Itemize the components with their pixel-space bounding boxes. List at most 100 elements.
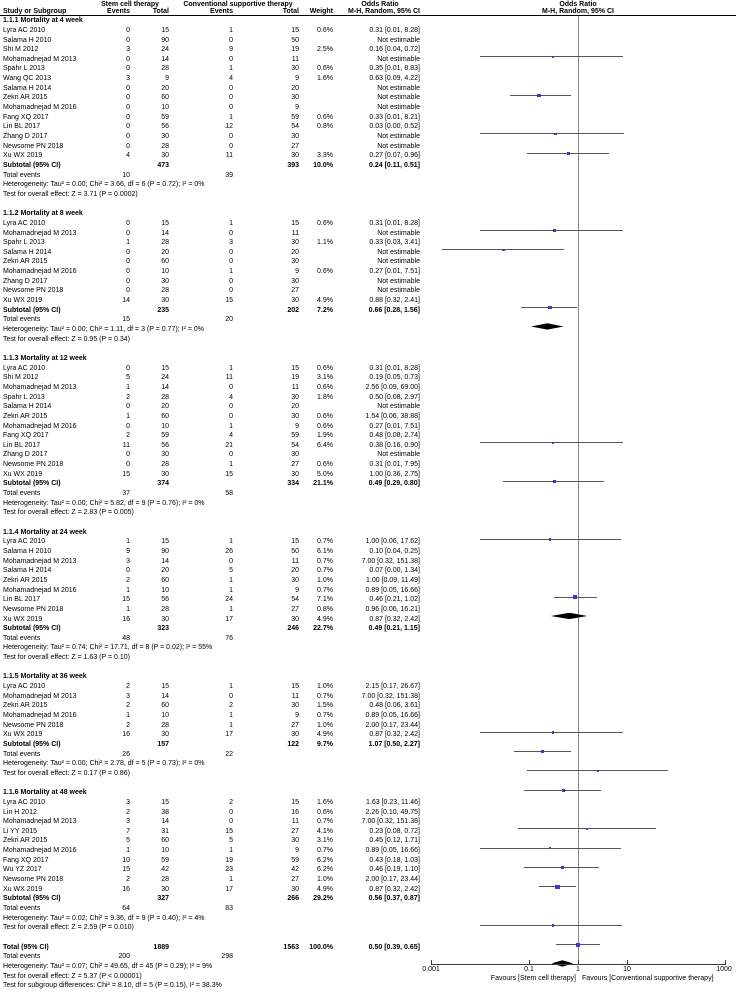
total-stem: 20 bbox=[161, 403, 169, 411]
stats-note: Test for overall effect: Z = 2.83 (P = 0… bbox=[3, 509, 134, 517]
events-control: 0 bbox=[229, 412, 233, 420]
ci-text: Not estimable bbox=[377, 248, 420, 256]
events-control: 0 bbox=[229, 808, 233, 816]
study-name: Subtotal (95% CI) bbox=[3, 306, 61, 314]
study-name: Mohamadnejad M 2016 bbox=[3, 586, 77, 594]
total-stem: 30 bbox=[161, 297, 169, 305]
ci-text: 0.66 [0.28, 1.56] bbox=[368, 306, 420, 314]
events-stem: 9 bbox=[126, 547, 130, 555]
events-control: 5 bbox=[229, 567, 233, 575]
events-row: Total events 26 22 bbox=[0, 750, 736, 760]
study-name: Xu WX 2019 bbox=[3, 615, 43, 623]
total-control: 9 bbox=[295, 268, 299, 276]
total-stem: 15 bbox=[161, 538, 169, 546]
weight: 0.7% bbox=[317, 847, 333, 855]
events-control: 1 bbox=[229, 712, 233, 719]
events-control: 1 bbox=[229, 721, 233, 729]
total-events-control: 58 bbox=[225, 490, 233, 498]
total-stem: 1889 bbox=[153, 943, 169, 951]
total-control: 30 bbox=[291, 239, 299, 247]
events-control: 17 bbox=[225, 885, 233, 893]
column-total-control: Total bbox=[282, 8, 299, 15]
study-name: Mohamadnejad M 2013 bbox=[3, 557, 77, 565]
events-stem: 0 bbox=[126, 277, 130, 285]
study-name: Subtotal (95% CI) bbox=[3, 480, 61, 488]
ci-text: 0.49 [0.21, 1.15] bbox=[368, 625, 420, 633]
study-name: Xu WX 2019 bbox=[3, 152, 43, 160]
total-control: 27 bbox=[291, 142, 299, 150]
events-stem: 0 bbox=[126, 229, 130, 237]
events-control: 9 bbox=[229, 46, 233, 54]
effect-marker bbox=[575, 942, 581, 947]
axis-tick bbox=[577, 960, 579, 964]
ci-text: Not estimable bbox=[377, 84, 420, 92]
weight: 3.1% bbox=[317, 374, 333, 382]
total-stem: 20 bbox=[161, 567, 169, 575]
ci-line bbox=[480, 924, 623, 926]
plot-column-title: Odds Ratio bbox=[559, 1, 597, 8]
heterogeneity-note: Heterogeneity: Tau² = 0.07; Chi² = 49.65… bbox=[0, 962, 736, 972]
study-row: Shi M 2012 3 24 9 19 2.5% 0.16 [0.04, 0.72] bbox=[0, 45, 736, 98]
study-row: Mohamadnejad M 2016 0 10 0 9 Not estimable bbox=[0, 103, 736, 113]
weight: 0.7% bbox=[317, 712, 333, 719]
events-stem: 3 bbox=[126, 798, 130, 806]
total-stem: 59 bbox=[161, 856, 169, 864]
subtotal-row: Subtotal (95% CI) 374 334 21.1% 0.49 [0.29, … bbox=[0, 479, 736, 967]
study-name: Salama H 2014 bbox=[3, 84, 52, 92]
study-row: Lin BL 2017 11 56 21 54 6.4% 0.38 [0.16, 0.90] bbox=[0, 441, 736, 889]
total-stem: 10 bbox=[161, 422, 169, 430]
ci-text: 0.31 [0.01, 8.28] bbox=[369, 219, 420, 227]
stats-note: Test for overall effect: Z = 3.71 (P = 0… bbox=[3, 190, 138, 198]
favours-left-text: Favours [Stem cell therapy] bbox=[490, 975, 576, 982]
effect-marker bbox=[548, 538, 552, 541]
effect-marker bbox=[555, 884, 560, 889]
column-group-control: Conventional supportive therapy bbox=[183, 1, 293, 8]
events-stem: 2 bbox=[126, 876, 130, 884]
weight: 7.2% bbox=[317, 306, 333, 314]
total-events-stem: 15 bbox=[122, 316, 130, 324]
study-row: Xu WX 2019 14 30 15 30 4.9% 0.88 [0.32, 2.41] bbox=[0, 296, 736, 600]
study-name: Fang XQ 2017 bbox=[3, 856, 49, 864]
total-stem: 14 bbox=[161, 383, 169, 391]
weight: 0.6% bbox=[317, 422, 333, 430]
total-control: 54 bbox=[291, 123, 299, 131]
total-stem: 10 bbox=[161, 104, 169, 112]
study-row: Zekri AR 2015 0 60 0 30 Not estimable bbox=[0, 257, 736, 267]
total-stem: 28 bbox=[161, 461, 169, 469]
events-stem: 0 bbox=[126, 567, 130, 575]
ci-text: 7.00 [0.32, 151.38] bbox=[361, 818, 420, 826]
total-stem: 9 bbox=[165, 75, 169, 83]
study-row: Newsome PN 2018 2 28 1 27 1.0% 2.00 [0.17, 23.… bbox=[0, 875, 736, 885]
ci-text: 0.48 [0.08, 2.74] bbox=[369, 432, 420, 440]
study-row: Lyra AC 2010 0 15 1 15 0.6% 0.31 [0.01, 8.28] bbox=[0, 219, 736, 444]
total-stem: 10 bbox=[161, 268, 169, 276]
events-stem: 0 bbox=[126, 287, 130, 295]
events-stem: 0 bbox=[126, 55, 130, 63]
study-row: Spahr L 2013 1 28 3 30 1.1% 0.33 [0.03, 3.41] bbox=[0, 238, 736, 483]
favours-left-label: Favours [Stem cell therapy] bbox=[491, 975, 576, 982]
total-control: 15 bbox=[291, 26, 299, 34]
study-row: Lin BL 2017 0 56 12 54 0.8% 0.03 [0.00, 0.52] bbox=[0, 122, 736, 252]
pooled-diamond bbox=[531, 323, 564, 330]
ci-text: 7.00 [0.32, 151.38] bbox=[361, 557, 420, 565]
total-control: 15 bbox=[291, 683, 299, 691]
study-row: Mohamadnejad M 2013 3 14 0 11 0.7% 7.00 [0.32,… bbox=[0, 692, 736, 702]
ci-text: 0.16 [0.04, 0.72] bbox=[369, 46, 420, 54]
ci-text: 0.27 [0.01, 7.51] bbox=[369, 422, 420, 430]
study-row: Salama H 2010 9 90 26 50 6.1% 0.10 [0.04, 0.25… bbox=[0, 547, 736, 557]
weight: 1.1% bbox=[317, 239, 333, 247]
study-name: Newsome PN 2018 bbox=[3, 142, 64, 150]
total-row: Total (95% CI) 1889 1563 100.0% 0.50 [0.39, … bbox=[0, 943, 736, 953]
events-stem: 3 bbox=[126, 75, 130, 83]
effect-marker bbox=[551, 731, 555, 734]
study-row: Mohamadnejad M 2016 1 10 1 9 0.7% 0.89 [0.05, … bbox=[0, 711, 736, 721]
study-name: Subtotal (95% CI) bbox=[3, 895, 61, 903]
ci-text: 0.10 [0.04, 0.25] bbox=[369, 547, 420, 555]
ci-text: 2.00 [0.17, 23.44] bbox=[365, 721, 421, 729]
total-stem: 15 bbox=[161, 798, 169, 806]
study-row: Newsome PN 2018 0 28 1 27 0.6% 0.31 [0.01, 7.9… bbox=[0, 460, 736, 927]
total-stem: 60 bbox=[161, 702, 169, 710]
ci-text: Not estimable bbox=[377, 258, 420, 266]
total-control: 202 bbox=[287, 306, 299, 314]
study-row: Mohamadnejad M 2013 0 14 0 11 Not estimable bbox=[0, 55, 736, 65]
